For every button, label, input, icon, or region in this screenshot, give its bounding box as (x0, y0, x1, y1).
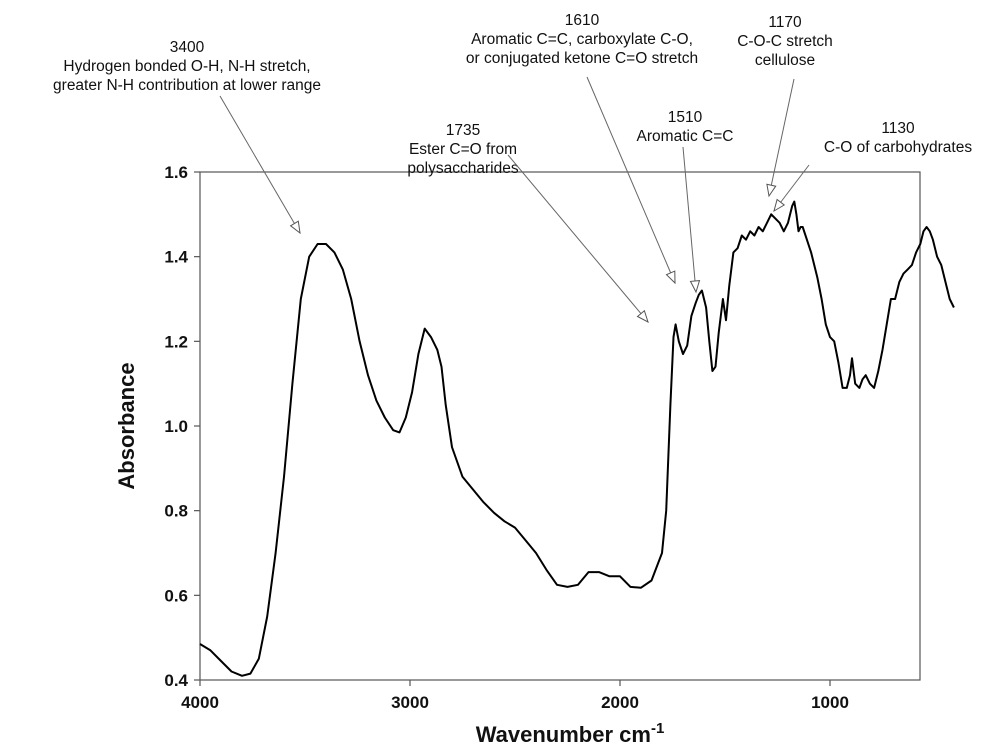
x-tick-label: 3000 (391, 693, 429, 712)
annotation-3400: 3400 Hydrogen bonded O-H, N-H stretch, gre… (53, 39, 321, 235)
annotation-text: 1610 Aromatic C=C, carboxylate C-O, or con… (466, 12, 698, 67)
annotation-peak-value: 1510 (668, 109, 703, 126)
annotation-description-line: greater N-H contribution at lower range (53, 77, 321, 94)
annotation-arrowhead (689, 280, 701, 294)
annotation-peak-value: 1610 (565, 12, 600, 29)
annotation-description-line: C-O of carbohydrates (824, 139, 972, 156)
annotation-1735: 1735 Ester C=O from polysaccharides (407, 122, 649, 324)
annotation-peak-value: 3400 (170, 39, 205, 56)
annotation-description-line: Aromatic C=C (637, 128, 734, 145)
x-tick-label: 4000 (181, 693, 219, 712)
annotation-arrow-line (768, 78, 795, 197)
annotation-peak-value: 1170 (768, 14, 802, 31)
annotation-text: 1735 Ester C=O from polysaccharides (407, 122, 518, 177)
y-tick-label: 0.4 (164, 671, 188, 690)
annotation-description-line: Ester C=O from (409, 141, 517, 158)
peak-annotations: 3400 Hydrogen bonded O-H, N-H stretch, gre… (53, 12, 972, 324)
annotation-arrowhead (636, 309, 649, 324)
y-tick-label: 0.6 (164, 586, 188, 605)
annotation-text: 1170 C-O-C stretch cellulose (737, 14, 833, 69)
y-tick-label: 1.6 (164, 163, 188, 182)
annotation-peak-value: 1735 (446, 122, 480, 139)
x-axis-label: Wavenumber cm-1 (476, 720, 665, 747)
annotation-description-line: Aromatic C=C, carboxylate C-O, (471, 31, 693, 48)
x-tick-label: 1000 (811, 693, 849, 712)
tick-labels: 0.4 0.6 0.8 1.0 1.2 1.4 1.6 4000 3000 2000 1000 (164, 163, 849, 712)
annotation-arrow-line (219, 95, 301, 234)
annotation-arrowhead (665, 270, 676, 285)
plot-frame (199, 171, 921, 681)
y-tick-label: 1.2 (164, 332, 188, 351)
annotation-1610: 1610 Aromatic C=C, carboxylate C-O, or con… (466, 12, 698, 285)
x-axis-label-superscript: -1 (651, 720, 664, 737)
annotation-text: 1510 Aromatic C=C (637, 109, 734, 145)
annotation-description-line: polysaccharides (407, 160, 518, 177)
annotation-description-line: Hydrogen bonded O-H, N-H stretch, (63, 58, 310, 75)
annotation-1510: 1510 Aromatic C=C (637, 109, 734, 294)
annotation-1130: 1130 C-O of carbohydrates (773, 120, 972, 213)
series-line-absorbance (199, 200, 955, 677)
annotation-text: 3400 Hydrogen bonded O-H, N-H stretch, gre… (53, 39, 321, 94)
y-tick-label: 1.4 (164, 248, 188, 267)
annotation-description-line: cellulose (755, 52, 815, 69)
annotation-1170: 1170 C-O-C stretch cellulose (737, 14, 833, 198)
annotation-description-line: or conjugated ketone C=O stretch (466, 50, 698, 67)
x-axis-label-main: Wavenumber cm (476, 722, 651, 747)
annotation-arrowhead (773, 198, 786, 213)
annotation-arrowhead (766, 183, 777, 198)
annotation-arrow-line (682, 146, 697, 293)
x-tick-label: 2000 (601, 693, 639, 712)
annotation-description-line: C-O-C stretch (737, 33, 833, 50)
y-tick-label: 1.0 (164, 417, 188, 436)
annotation-text: 1130 C-O of carbohydrates (824, 120, 972, 156)
tick-marks (194, 171, 831, 686)
annotation-arrow-line (507, 154, 649, 323)
annotation-peak-value: 1130 (881, 120, 915, 137)
annotation-arrow-line (586, 76, 676, 284)
y-axis-label: Absorbance (114, 362, 139, 489)
y-tick-label: 0.8 (164, 502, 188, 521)
annotation-arrowhead (289, 220, 301, 235)
